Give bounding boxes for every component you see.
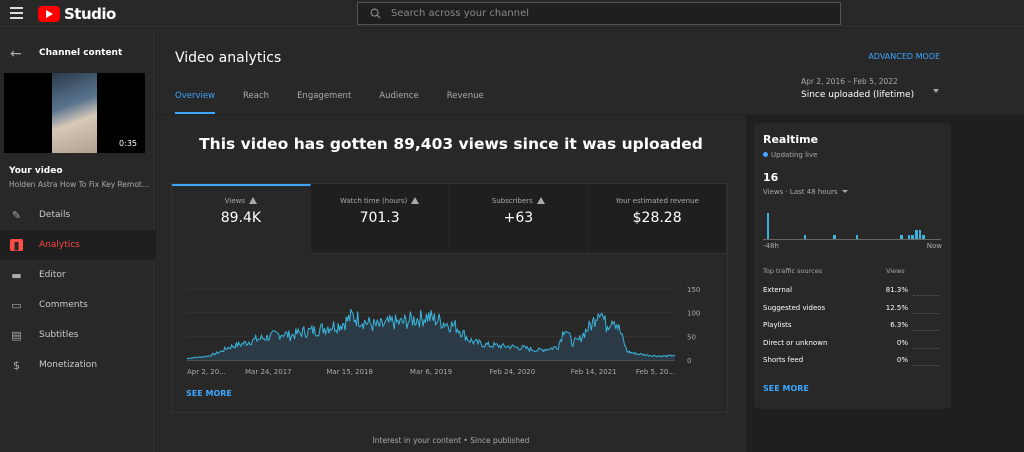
realtime-count: 16: [763, 171, 779, 184]
metric-value: $28.28: [632, 210, 682, 226]
sparkline: [913, 322, 939, 331]
traffic-source-row: Playlists 6.3%: [763, 321, 943, 333]
search-icon: [370, 8, 381, 19]
advanced-mode-button[interactable]: ADVANCED MODE: [868, 52, 940, 61]
y-tick-label: 50: [687, 333, 696, 341]
metric-value: 701.3: [359, 210, 400, 226]
realtime-bar: [833, 234, 836, 239]
top-bar: Studio: [0, 0, 1024, 27]
sidebar-item-analytics[interactable]: ▮ Analytics: [0, 230, 155, 260]
x-tick-label: Feb 5, 20...: [636, 368, 675, 376]
date-range: Apr 2, 2016 – Feb 5, 2022: [801, 77, 898, 86]
dollar-icon: $: [13, 358, 20, 372]
warning-icon: [536, 197, 545, 204]
traffic-source-row: Shorts feed 0%: [763, 356, 943, 368]
sidebar-item-details[interactable]: ✎ Details: [11, 208, 71, 222]
your-video-label: Your video: [9, 166, 63, 176]
realtime-bar: [907, 234, 911, 239]
tab-audience[interactable]: Audience: [379, 91, 419, 101]
caret-down-icon: [841, 190, 848, 193]
x-tick-label: Apr 2, 20...: [187, 368, 226, 376]
pencil-icon: ✎: [11, 208, 22, 222]
search-bar[interactable]: [357, 2, 841, 25]
traffic-source-row: Direct or unknown 0%: [763, 339, 943, 351]
x-tick-label: Mar 15, 2018: [326, 368, 373, 376]
tab-overview[interactable]: Overview: [175, 91, 216, 114]
clapperboard-icon: ▬: [11, 268, 22, 282]
date-range-selector[interactable]: Apr 2, 2016 – Feb 5, 2022 Since uploaded…: [801, 77, 939, 100]
realtime-card: Realtime Updating live 16 Views · Last 4…: [754, 123, 951, 409]
realtime-bar: [918, 230, 922, 239]
analytics-icon: ▮: [10, 239, 23, 252]
interest-label: Interest in your content • Since publish…: [372, 436, 530, 445]
video-thumbnail[interactable]: 0:35: [4, 73, 145, 153]
traffic-source-row: Suggested videos 12.5%: [763, 304, 943, 316]
realtime-see-more-link[interactable]: SEE MORE: [763, 384, 809, 393]
video-title[interactable]: Holden Astra How To Fix Key Remot...: [9, 180, 150, 189]
metric-tab[interactable]: Watch time (hours) 701.3: [310, 184, 450, 254]
y-tick-label: 100: [687, 310, 700, 318]
analytics-header: Video analytics ADVANCED MODE Overview Re…: [156, 28, 1024, 115]
tab-reach[interactable]: Reach: [243, 91, 270, 101]
sidebar-item-monetization[interactable]: $ Monetization: [0, 350, 155, 380]
sparkline: [913, 287, 939, 296]
views-chart: 0 50 100 150 Apr 2, 20... Mar 24, 2017 Mar 15,…: [172, 254, 727, 412]
realtime-bar-chart: [763, 208, 941, 240]
warning-icon: [411, 197, 420, 204]
realtime-title: Realtime: [763, 133, 819, 146]
realtime-period-dropdown[interactable]: Views · Last 48 hours: [763, 188, 848, 196]
traffic-source-row: External 81.3%: [763, 286, 943, 298]
live-status: Updating live: [763, 151, 817, 159]
chart-see-more-link[interactable]: SEE MORE: [186, 389, 232, 398]
comment-icon: ▭: [11, 298, 22, 312]
x-tick-label: Mar 6, 2019: [410, 368, 452, 376]
metric-value: +63: [503, 210, 534, 226]
live-dot-icon: [763, 152, 768, 157]
realtime-bar: [915, 230, 918, 239]
hamburger-menu-icon[interactable]: [10, 7, 23, 19]
sidebar-item-editor[interactable]: ▬ Editor: [11, 268, 66, 282]
tab-revenue[interactable]: Revenue: [446, 91, 484, 101]
metric-value: 89.4K: [220, 210, 262, 226]
search-input[interactable]: [391, 8, 791, 19]
page-title: Video analytics: [175, 50, 282, 66]
realtime-bar: [922, 234, 925, 239]
metric-tab[interactable]: Subscribers +63: [449, 184, 589, 254]
sparkline: [913, 305, 939, 314]
video-duration: 0:35: [119, 139, 137, 148]
sparkline: [913, 357, 939, 366]
realtime-bar: [803, 234, 807, 239]
warning-icon: [249, 197, 257, 204]
axis-start: -48h: [763, 242, 779, 250]
sparkline: [913, 340, 939, 349]
metrics-card: Views 89.4K Watch time (hours) 701.3 Subscri…: [171, 183, 728, 413]
views-headline: This video has gotten 89,403 views since…: [199, 135, 703, 153]
views-line: [186, 309, 676, 360]
date-selection: Since uploaded (lifetime): [801, 90, 915, 100]
sidebar-item-comments[interactable]: ▭ Comments: [11, 298, 88, 312]
sidebar: ← Channel content 0:35 Your video Holden…: [0, 28, 155, 452]
dropdown-caret-icon: [933, 89, 939, 93]
subtitles-icon: ▤: [11, 328, 22, 342]
studio-logo[interactable]: Studio: [38, 5, 116, 23]
realtime-bar: [900, 234, 903, 239]
realtime-bar: [911, 234, 914, 239]
traffic-header: Top traffic sources Views: [763, 267, 905, 275]
channel-content-label: Channel content: [39, 48, 123, 58]
realtime-bar: [855, 234, 859, 239]
x-tick-label: Feb 24, 2020: [489, 368, 535, 376]
back-arrow-icon[interactable]: ←: [10, 46, 22, 62]
x-tick-label: Mar 24, 2017: [245, 368, 292, 376]
metric-tab[interactable]: Views 89.4K: [172, 184, 311, 254]
youtube-logo-icon: [38, 6, 60, 22]
sidebar-item-subtitles[interactable]: ▤ Subtitles: [11, 328, 79, 342]
axis-end: Now: [926, 242, 942, 250]
views-area: [187, 309, 675, 360]
x-tick-label: Feb 14, 2021: [571, 368, 617, 376]
realtime-bar: [766, 213, 770, 239]
y-tick-label: 150: [687, 286, 700, 294]
tab-engagement[interactable]: Engagement: [297, 91, 352, 101]
metric-tab[interactable]: Your estimated revenue $28.28: [588, 184, 727, 254]
y-tick-label: 0: [687, 357, 691, 365]
